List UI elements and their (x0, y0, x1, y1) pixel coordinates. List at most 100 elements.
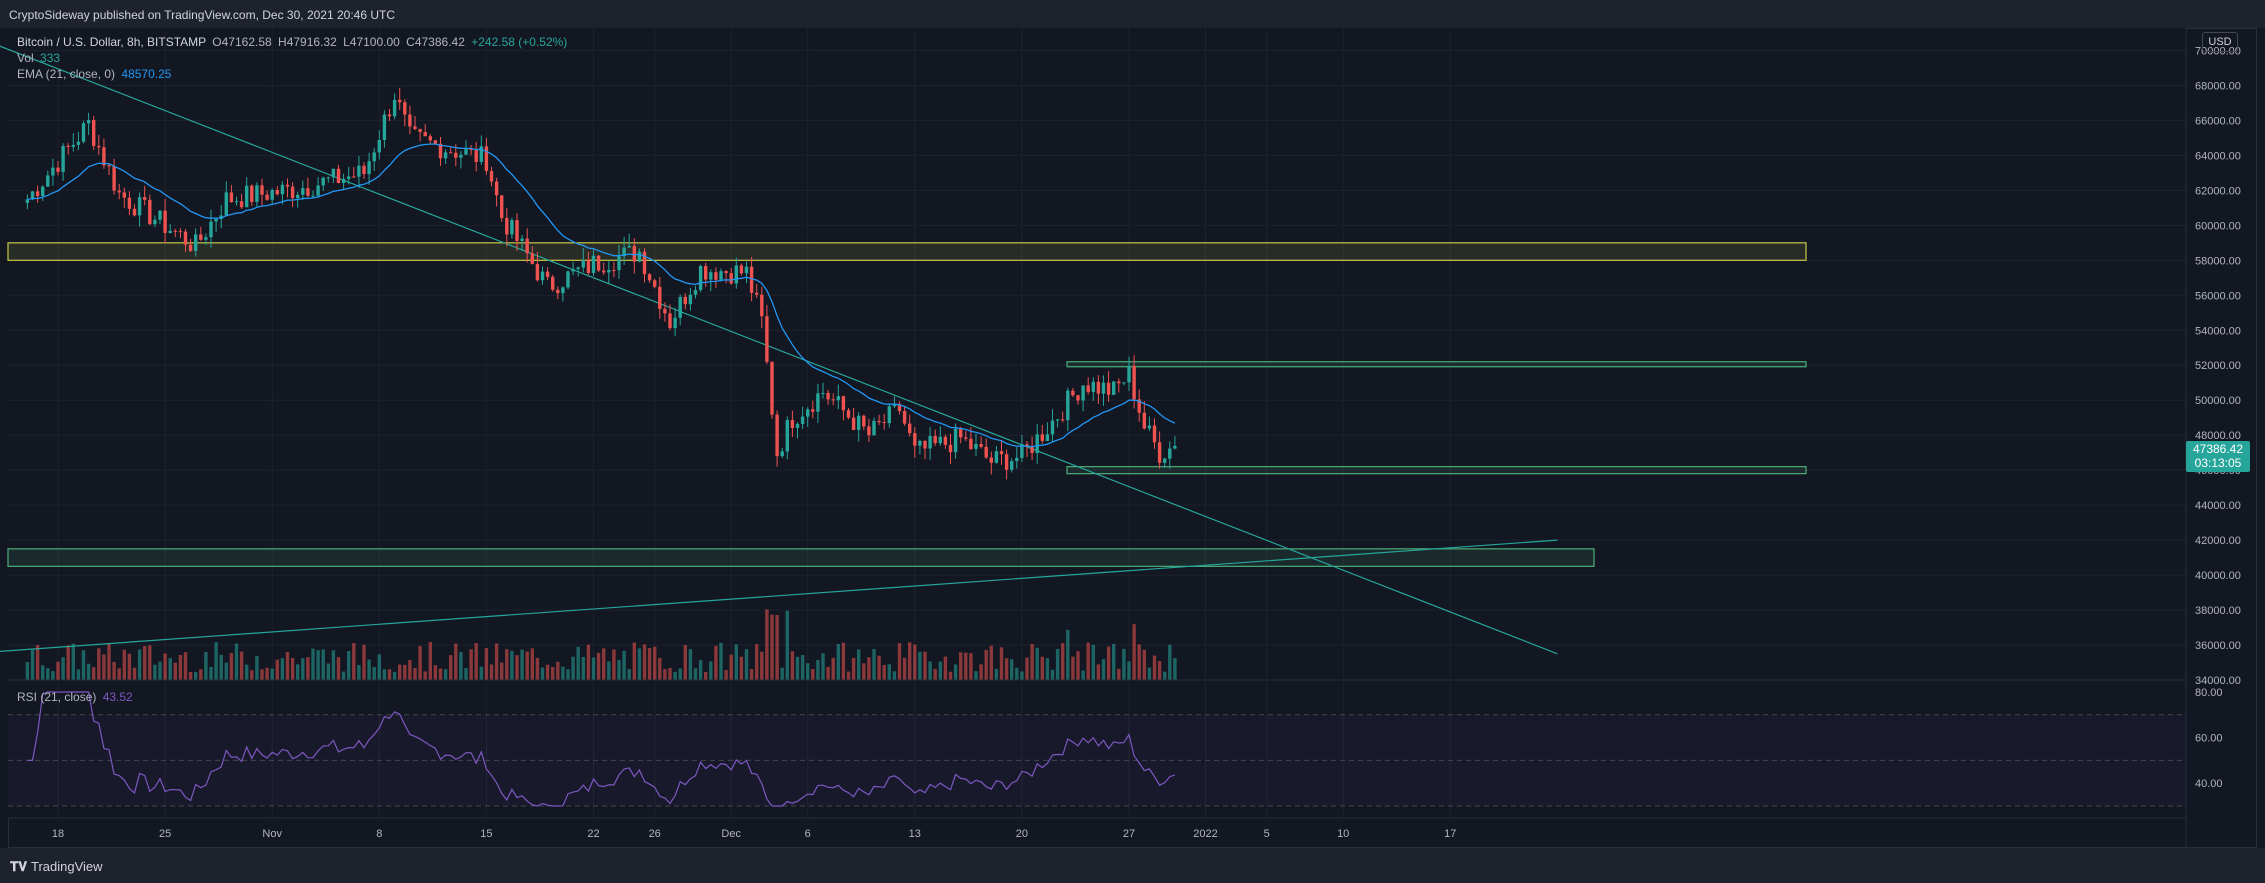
volume-bar (35, 644, 40, 680)
candle-body (117, 190, 121, 193)
volume-bar (168, 658, 172, 680)
candle-body (326, 177, 330, 179)
volume-bar (744, 649, 749, 680)
volume-bar (433, 665, 438, 680)
volume-bar (1050, 669, 1055, 680)
volume-bar (561, 666, 565, 680)
candle-body (438, 143, 443, 159)
volume-bar (591, 657, 596, 680)
volume-bar (770, 614, 774, 680)
volume-bar (1132, 624, 1136, 680)
candle-body (1066, 390, 1070, 421)
volume-bar (122, 649, 126, 680)
volume-bar (704, 671, 708, 680)
candle-body (245, 185, 249, 208)
last-price-countdown: 03:13:05 (2194, 456, 2242, 470)
candle-body (30, 191, 35, 200)
volume-bar (336, 657, 341, 680)
volume-bar (459, 652, 463, 680)
candle-body (734, 265, 738, 284)
volume-bar (627, 669, 631, 680)
volume-bar (280, 658, 285, 680)
volume-bar (97, 648, 101, 680)
price-pane-bg (8, 28, 2186, 680)
volume-bar (183, 652, 188, 680)
volume-bar (296, 664, 300, 680)
volume-bar (199, 669, 203, 680)
candle-body (137, 197, 142, 216)
volume-bar (1010, 659, 1014, 680)
currency-badge[interactable]: USD (2202, 32, 2238, 52)
volume-bar (586, 644, 591, 680)
volume-bar (882, 664, 886, 680)
volume-bar (525, 651, 529, 680)
volume-bar (214, 642, 218, 680)
volume-bar (132, 667, 137, 680)
volume-bar (398, 664, 402, 680)
volume-bar (66, 645, 70, 680)
price-chart[interactable]: 70000.0068000.0066000.0064000.0062000.00… (0, 0, 2265, 848)
candle-body (897, 403, 902, 412)
candle-body (800, 416, 805, 424)
volume-bar (500, 662, 504, 680)
candle-body (311, 195, 315, 197)
candle-body (591, 255, 596, 273)
time-tick-2: Nov (262, 828, 282, 840)
volume-bar (902, 657, 907, 680)
volume-bar (1117, 668, 1121, 680)
candle-body (392, 99, 397, 117)
volume-bar (729, 654, 733, 680)
volume-bar (749, 669, 754, 680)
candle-body (71, 144, 75, 147)
volume-bar (25, 662, 30, 680)
candle-body (545, 271, 550, 277)
candle-body (194, 234, 198, 251)
volume-bar (137, 649, 142, 680)
trendline-0 (0, 45, 1558, 655)
candle-body (938, 436, 942, 444)
candle-body (862, 415, 866, 427)
candle-body (1086, 385, 1090, 392)
candle-body (994, 451, 999, 463)
volume-bar (270, 668, 274, 680)
volume-bar (306, 657, 310, 680)
volume-bar (117, 668, 121, 680)
candle-body (647, 274, 652, 281)
volume-bar (1101, 659, 1106, 680)
volume-bar (637, 648, 642, 680)
candle-body (204, 237, 208, 240)
candle-body (566, 271, 570, 288)
candle-body (561, 287, 565, 294)
candle-body (923, 440, 927, 449)
candle-body (739, 265, 744, 274)
volume-bar (862, 663, 866, 680)
price-tick-14: 42000.00 (2195, 535, 2241, 547)
volume-bar (510, 650, 514, 680)
candle-body (255, 185, 259, 202)
tradingview-logo[interactable]: 𝐓𝐕 TradingView (10, 859, 103, 875)
volume-bar (1020, 671, 1024, 680)
volume-bar (71, 643, 75, 680)
volume-bar (1106, 646, 1111, 680)
volume-bar (540, 667, 545, 680)
candle-body (515, 220, 519, 241)
candle-body (81, 123, 86, 142)
price-tick-17: 36000.00 (2195, 640, 2241, 652)
candle-body (999, 451, 1004, 455)
candle-body (867, 426, 871, 436)
volume-bar (908, 642, 912, 680)
volume-bar (719, 642, 723, 680)
ohlc-high: H47916.32 (278, 35, 337, 49)
volume-bar (1025, 657, 1029, 680)
candle-body (367, 161, 371, 175)
volume-value: 333 (40, 51, 61, 65)
time-tick-5: 22 (587, 828, 599, 840)
candle-body (1122, 382, 1126, 384)
candle-body (239, 201, 244, 208)
candle-body (158, 210, 162, 220)
ema-line (27, 143, 1176, 448)
volume-bar (469, 649, 473, 680)
candle-body (887, 406, 891, 424)
candle-body (168, 230, 172, 233)
candle-body (719, 271, 723, 280)
